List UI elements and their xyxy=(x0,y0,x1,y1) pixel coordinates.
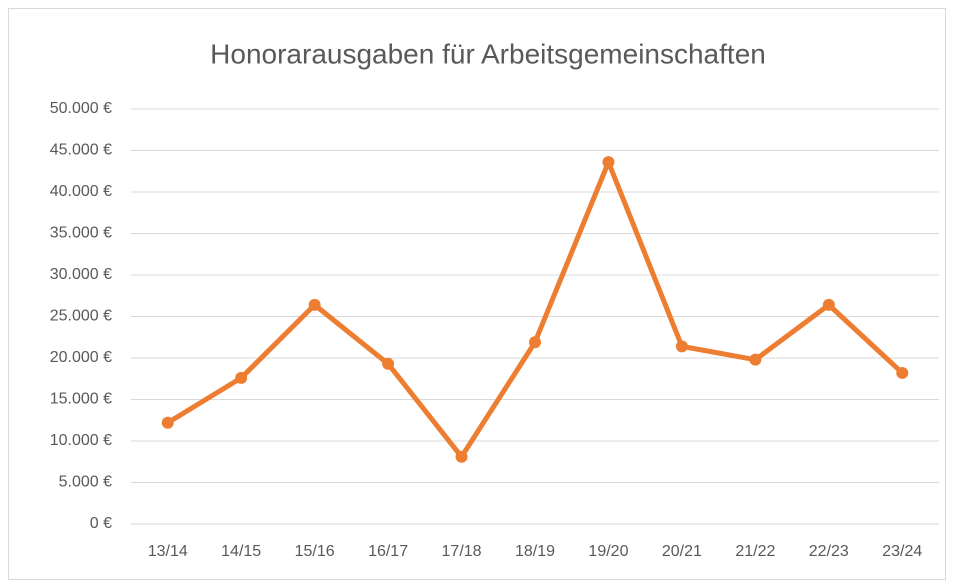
y-tick-label: 5.000 € xyxy=(59,474,112,491)
marker xyxy=(675,340,688,353)
marker xyxy=(235,371,248,384)
chart-border xyxy=(8,8,946,580)
x-tick-label: 16/17 xyxy=(368,543,408,560)
y-tick-label: 30.000 € xyxy=(50,266,112,283)
marker xyxy=(161,416,174,429)
y-tick-label: 15.000 € xyxy=(50,391,112,408)
x-tick-label: 18/19 xyxy=(515,543,555,560)
marker xyxy=(455,450,468,463)
y-tick-label: 20.000 € xyxy=(50,349,112,366)
x-tick-label: 23/24 xyxy=(882,543,922,560)
y-tick-label: 35.000 € xyxy=(50,225,112,242)
marker xyxy=(896,366,909,379)
y-tick-label: 40.000 € xyxy=(50,183,112,200)
marker xyxy=(382,357,395,370)
marker xyxy=(529,336,541,349)
x-tick-label: 20/21 xyxy=(662,543,702,560)
x-tick-label: 21/22 xyxy=(735,543,775,560)
y-tick-label: 10.000 € xyxy=(50,432,112,449)
chart-title: Honorarausgaben für Arbeitsgemeinschafte… xyxy=(210,38,766,69)
y-tick-label: 0 € xyxy=(90,515,112,532)
marker xyxy=(308,298,321,311)
x-tick-label: 15/16 xyxy=(295,543,335,560)
marker xyxy=(822,298,835,311)
marker xyxy=(749,353,762,366)
y-tick-label: 50.000 € xyxy=(50,100,112,117)
x-tick-label: 17/18 xyxy=(442,543,482,560)
x-tick-label: 14/15 xyxy=(221,543,261,560)
marker xyxy=(602,156,615,169)
x-tick-label: 13/14 xyxy=(148,543,188,560)
y-tick-label: 25.000 € xyxy=(50,308,112,325)
x-tick-label: 19/20 xyxy=(588,543,628,560)
y-tick-label: 45.000 € xyxy=(50,142,112,159)
x-tick-label: 22/23 xyxy=(809,543,849,560)
